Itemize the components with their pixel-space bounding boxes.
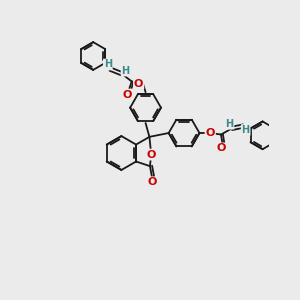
Text: O: O	[146, 150, 156, 160]
Text: O: O	[148, 177, 157, 187]
Text: O: O	[122, 89, 132, 100]
Text: O: O	[134, 79, 143, 89]
Text: O: O	[206, 128, 215, 138]
Text: H: H	[104, 59, 112, 70]
Text: H: H	[122, 66, 130, 76]
Text: H: H	[225, 119, 234, 129]
Text: O: O	[216, 143, 226, 153]
Text: H: H	[242, 125, 250, 135]
